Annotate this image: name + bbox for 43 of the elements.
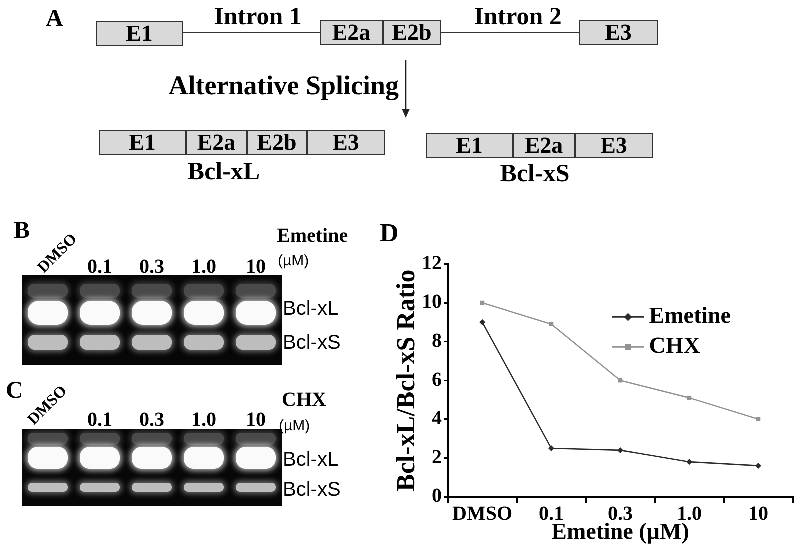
category-label: 0.1: [88, 409, 112, 431]
text: CHX: [282, 389, 326, 411]
text: (µM): [278, 252, 310, 270]
y-tick-label: 12: [422, 252, 442, 274]
legend-label: CHX: [649, 333, 701, 358]
text: Bcl-xS: [283, 479, 341, 501]
text: C: [6, 378, 24, 404]
y-tick-label: 8: [432, 330, 442, 352]
text: Bcl-xS: [500, 160, 570, 188]
chart-title: D: [380, 218, 399, 248]
y-tick-label: 2: [432, 446, 442, 468]
category-label: 10: [246, 256, 266, 278]
text: Bcl-xL: [188, 158, 260, 186]
text: Bcl-xL: [283, 298, 339, 320]
point: [549, 322, 554, 326]
category-label: 1.0: [192, 409, 216, 431]
x-tick-label: 10: [748, 503, 768, 526]
text: (µM): [279, 418, 310, 434]
transcript-diagram: E1 E2a E2b E3: [99, 130, 385, 155]
category-label: 1.0: [192, 256, 216, 278]
legend-label: Emetine: [649, 303, 732, 328]
point: [548, 446, 554, 452]
category-label: 0.1: [88, 256, 112, 278]
point: [686, 459, 692, 466]
y-tick-label: 6: [432, 368, 442, 391]
point: [756, 462, 762, 469]
text: A: [46, 6, 64, 32]
point: [480, 319, 486, 326]
y-tick-label: 0: [432, 485, 442, 508]
category-label: 0.3: [140, 409, 164, 431]
y-axis-title: Bcl-xL/Bcl-xS Ratio: [391, 270, 420, 492]
transcript-diagram: E1 E2a E3: [426, 133, 653, 158]
point: [618, 447, 624, 454]
category-label: 0.3: [140, 256, 164, 278]
text: Emetine: [277, 225, 348, 247]
category-label: 10: [246, 409, 266, 431]
text: Bcl-xL: [283, 449, 339, 471]
y-tick-label: 10: [422, 291, 442, 314]
text: Bcl-xS: [283, 332, 341, 354]
y-tick-label: 4: [432, 408, 442, 430]
text: B: [14, 218, 30, 244]
x-tick-label: DMSO: [452, 503, 512, 526]
text: Alternative Splicing: [168, 70, 399, 100]
